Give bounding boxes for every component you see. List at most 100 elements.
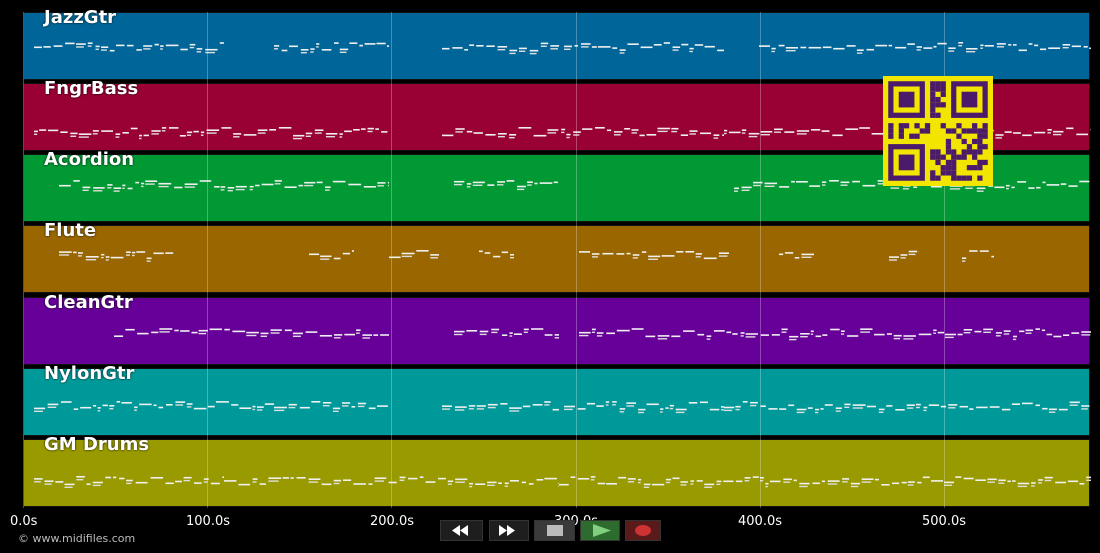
- track-nylongtr[interactable]: NylonGtr: [23, 363, 1090, 436]
- note-mark: [1042, 181, 1046, 184]
- note-mark: [550, 45, 560, 47]
- qr-module: [977, 165, 983, 171]
- note-mark: [158, 182, 172, 185]
- note-mark: [579, 331, 591, 334]
- note-mark: [966, 51, 976, 53]
- note-mark: [765, 482, 769, 485]
- note-mark: [586, 402, 596, 405]
- note-mark: [447, 483, 453, 485]
- track-label: Acordion: [44, 149, 135, 170]
- note-mark: [252, 481, 257, 483]
- note-mark: [1018, 49, 1027, 52]
- note-mark: [387, 181, 390, 184]
- qr-module: [935, 86, 941, 92]
- note-mark: [616, 253, 625, 255]
- note-mark: [1042, 407, 1048, 410]
- fast-forward-button[interactable]: [489, 520, 529, 541]
- note-mark: [558, 482, 559, 485]
- note-mark: [92, 130, 99, 132]
- note-mark: [386, 45, 390, 47]
- note-mark: [928, 404, 940, 406]
- note-mark: [92, 133, 98, 135]
- note-mark: [605, 401, 610, 403]
- note-mark: [778, 44, 785, 47]
- note-mark: [987, 481, 995, 483]
- track-flute[interactable]: Flute: [23, 220, 1090, 293]
- note-mark: [510, 257, 515, 259]
- note-mark: [948, 407, 956, 409]
- note-mark: [70, 135, 77, 137]
- note-mark: [540, 42, 549, 45]
- note-mark: [760, 131, 773, 133]
- note-mark: [141, 185, 144, 188]
- note-mark: [1017, 485, 1027, 488]
- play-button[interactable]: [580, 520, 620, 541]
- qr-code-icon: [883, 76, 993, 186]
- note-mark: [531, 328, 544, 330]
- note-mark: [859, 127, 871, 129]
- note-mark: [199, 180, 212, 182]
- note-mark: [356, 332, 360, 334]
- note-mark: [357, 405, 365, 408]
- qr-module: [977, 128, 983, 134]
- note-pattern: [34, 401, 1090, 414]
- note-mark: [87, 45, 92, 47]
- note-mark: [713, 137, 719, 139]
- qr-module: [888, 133, 894, 139]
- track-gm-drums[interactable]: GM Drums: [23, 434, 1091, 507]
- qr-module: [940, 91, 946, 97]
- note-mark: [145, 180, 158, 182]
- note-mark: [368, 407, 376, 410]
- track-label: GM Drums: [44, 434, 150, 455]
- track-cleangtr[interactable]: CleanGtr: [23, 292, 1091, 365]
- note-mark: [333, 257, 341, 260]
- qr-module: [930, 96, 936, 103]
- note-mark: [321, 49, 332, 51]
- note-mark: [194, 482, 202, 484]
- rewind-button[interactable]: [440, 520, 483, 541]
- note-mark: [750, 404, 757, 407]
- note-mark: [789, 335, 799, 338]
- note-mark: [497, 46, 508, 48]
- note-mark: [222, 476, 224, 478]
- stop-button[interactable]: [534, 520, 575, 541]
- note-mark: [842, 481, 848, 483]
- qr-module: [888, 123, 894, 129]
- note-mark: [785, 50, 796, 52]
- note-mark: [305, 135, 311, 137]
- note-mark: [348, 183, 362, 186]
- note-mark: [862, 184, 876, 187]
- note-mark: [281, 49, 288, 52]
- note-mark: [643, 486, 650, 488]
- note-mark: [619, 411, 625, 413]
- note-mark: [591, 256, 598, 258]
- note-mark: [206, 129, 220, 131]
- note-mark: [289, 45, 298, 48]
- note-mark: [1079, 483, 1085, 485]
- note-mark: [906, 404, 915, 406]
- note-mark: [820, 408, 824, 410]
- note-mark: [605, 404, 609, 406]
- track-jazzgtr[interactable]: JazzGtr: [23, 7, 1091, 80]
- note-mark: [689, 50, 693, 53]
- note-mark: [332, 180, 346, 183]
- qr-module: [930, 112, 936, 118]
- note-mark: [966, 48, 978, 50]
- note-mark: [322, 402, 332, 404]
- note-mark: [235, 185, 247, 188]
- note-mark: [249, 185, 254, 188]
- qr-module: [951, 149, 957, 155]
- note-mark: [596, 335, 603, 337]
- note-mark: [1046, 333, 1053, 336]
- note-mark: [339, 136, 343, 138]
- note-mark: [466, 183, 472, 185]
- note-mark: [903, 338, 914, 340]
- note-mark: [151, 331, 159, 334]
- note-mark: [438, 477, 446, 480]
- note-mark: [487, 481, 497, 484]
- note-mark: [768, 408, 778, 410]
- note-mark: [931, 480, 944, 482]
- record-button[interactable]: [625, 520, 661, 541]
- note-mark: [632, 257, 638, 259]
- note-mark: [115, 133, 121, 135]
